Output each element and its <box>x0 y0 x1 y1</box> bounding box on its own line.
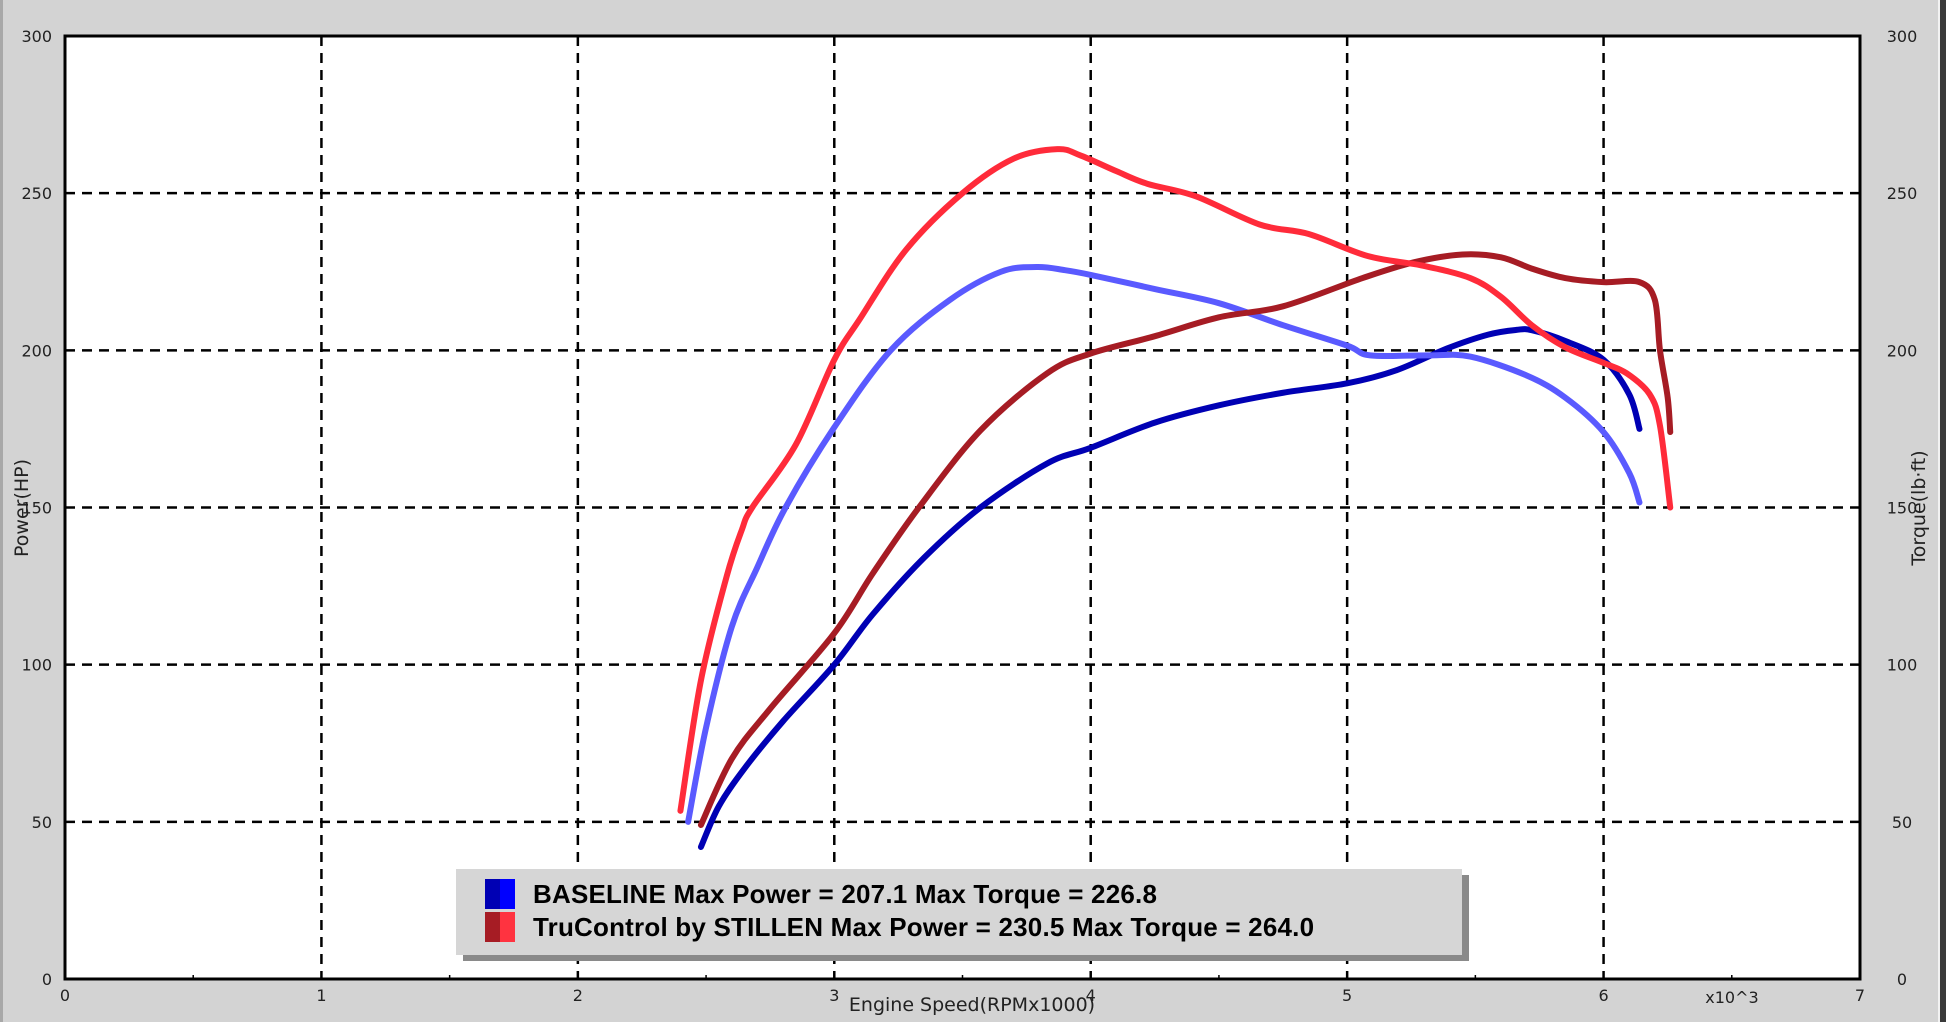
y-tick-label-left: 0 <box>42 970 52 989</box>
y-tick-label-right: 150 <box>1887 499 1918 518</box>
y-tick-label-right: 200 <box>1887 341 1918 360</box>
grid-lines <box>65 36 1860 979</box>
x-tick-label: 5 <box>1342 986 1352 1005</box>
y-tick-label-left: 100 <box>21 656 52 675</box>
y-axis-right-title: Torque(lb·ft) <box>1908 450 1930 566</box>
plot-area <box>65 36 1860 979</box>
x-axis-ticks: 0 1 2 3 4 5 6 7 <box>60 986 1865 1005</box>
y-tick-label-left: 250 <box>21 184 52 203</box>
window-left-border <box>0 0 3 1022</box>
y-tick-label-right: 250 <box>1887 184 1918 203</box>
legend-box: BASELINE Max Power = 207.1 Max Torque = … <box>456 869 1462 955</box>
window-right-border <box>1940 0 1946 1022</box>
legend-swatch-baseline <box>485 879 515 909</box>
window-right-highlight <box>1938 0 1940 1022</box>
x-axis-multiplier: x10^3 <box>1705 988 1758 1007</box>
curve-trucontrol-by-stillen-power <box>697 251 1674 828</box>
y-axis-right-ticks: 0 50 100 150 200 250 300 <box>1887 27 1918 989</box>
x-minor-ticks <box>192 975 1733 979</box>
y-tick-label-left: 50 <box>32 813 52 832</box>
x-axis-title: Engine Speed(RPMx1000) <box>849 994 1095 1016</box>
y-tick-label-right: 0 <box>1897 970 1907 989</box>
x-tick-label: 6 <box>1598 986 1608 1005</box>
x-tick-label: 4 <box>1086 986 1096 1005</box>
x-tick-label: 1 <box>316 986 326 1005</box>
x-tick-label: 7 <box>1855 986 1865 1005</box>
curve-baseline-torque <box>685 264 1643 825</box>
y-tick-label-right: 50 <box>1892 813 1912 832</box>
y-tick-label-left: 150 <box>21 499 52 518</box>
legend-swatch-stillen <box>485 912 515 942</box>
x-tick-label: 3 <box>829 986 839 1005</box>
data-curves <box>677 146 1674 850</box>
x-tick-label: 0 <box>60 986 70 1005</box>
legend-item-baseline: BASELINE Max Power = 207.1 Max Torque = … <box>485 879 1157 909</box>
legend-label-stillen: TruControl by STILLEN Max Power = 230.5 … <box>533 911 1315 942</box>
legend-item-stillen: TruControl by STILLEN Max Power = 230.5 … <box>485 912 1314 942</box>
x-tick-label: 2 <box>573 986 583 1005</box>
y-axis-left-ticks: 0 50 100 150 200 250 300 <box>21 27 52 989</box>
y-tick-label-left: 200 <box>21 341 52 360</box>
y-tick-label-right: 100 <box>1887 656 1918 675</box>
y-tick-label-right: 300 <box>1887 27 1918 46</box>
legend-label-baseline: BASELINE Max Power = 207.1 Max Torque = … <box>533 878 1158 909</box>
y-axis-left-title: Power(HP) <box>11 459 33 557</box>
curve-trucontrol-by-stillen-torque <box>677 146 1674 814</box>
y-tick-label-left: 300 <box>21 27 52 46</box>
